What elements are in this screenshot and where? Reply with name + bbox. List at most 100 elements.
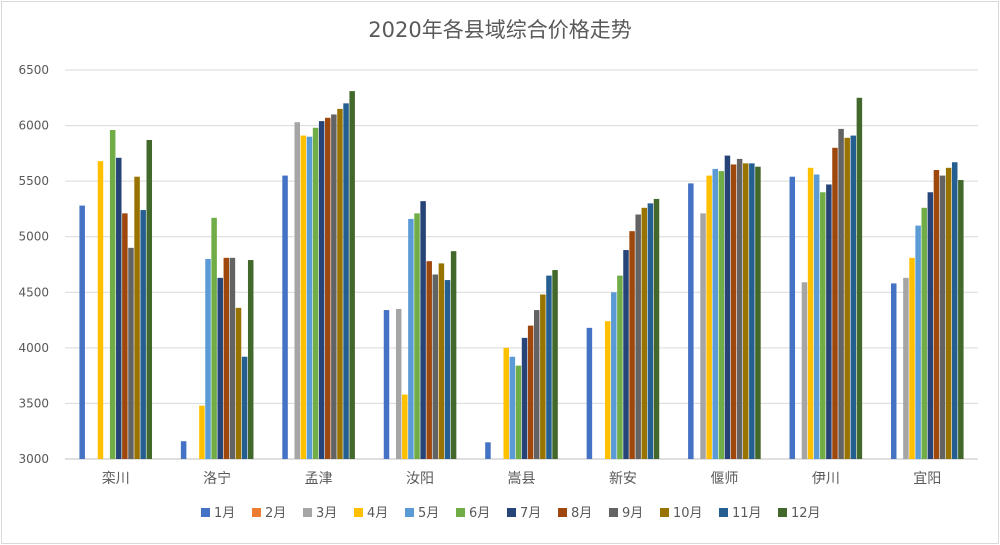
bar [801,282,808,459]
bar [635,214,641,459]
bar [432,274,439,459]
bar [408,218,414,459]
bar [509,356,516,459]
bar [604,321,611,459]
bar [527,325,534,459]
bar [306,136,313,459]
legend-item: 1月 [201,506,235,521]
bar [755,166,761,460]
legend-label: 9月 [622,506,643,521]
legend-item: 2月 [252,506,286,521]
bar [444,280,451,459]
legend-label: 5月 [418,506,439,521]
bar [211,217,217,459]
bar [718,171,725,459]
legend-swatch [507,508,516,517]
bar [647,203,654,459]
legend-label: 7月 [520,506,541,521]
bar [534,310,540,459]
bar [749,163,755,460]
bar [653,198,660,459]
bar [813,174,820,459]
bar [241,356,248,459]
bar [939,175,946,460]
chart-title: 2020年各县域综合价格走势 [368,18,632,42]
bar [611,292,617,459]
bar [927,192,934,459]
y-tick-label: 4000 [18,341,49,355]
legend-swatch [660,508,669,517]
legend-item: 11月 [719,506,762,521]
bar [503,347,509,459]
legend-item: 10月 [660,506,703,521]
y-tick-label: 6000 [18,119,49,133]
bar [890,283,897,459]
x-tick-label: 嵩县 [508,471,536,487]
grid-lines [65,69,978,460]
bar [617,275,623,459]
legend-label: 11月 [732,506,762,521]
legend-label: 12月 [791,506,821,521]
x-tick-label: 栾川 [102,470,130,487]
legend-label: 10月 [673,506,703,521]
bar [223,257,230,459]
bar [247,260,254,459]
y-tick-label: 6500 [18,63,49,77]
legend-item: 12月 [778,506,821,521]
bar [420,201,426,460]
bar [337,108,343,460]
y-tick-label: 3000 [18,452,49,466]
bar [349,91,355,460]
bar [789,176,796,459]
bars [79,91,964,460]
bar [383,310,390,459]
bar [140,210,146,459]
bar [641,207,648,459]
bar [951,162,958,459]
bar [629,231,635,459]
y-tick-label: 3500 [18,396,49,410]
bar [325,117,331,459]
legend-item: 7月 [507,506,541,521]
legend-label: 2月 [265,506,286,521]
bar [850,135,857,459]
bar [97,161,104,459]
legend-label: 8月 [571,506,592,521]
bar [730,164,737,459]
x-tick-label: 汝阳 [406,471,434,487]
legend-label: 3月 [316,506,337,521]
bar [438,263,445,459]
bar [915,225,921,459]
bar [294,122,301,459]
legend-swatch [252,508,261,517]
bar [552,270,558,459]
x-tick-label: 宜阳 [913,471,941,487]
x-tick-label: 偃师 [710,470,738,487]
bar [122,213,128,459]
legend-swatch [719,508,728,517]
bar [116,157,122,459]
legend-item: 8月 [558,506,592,521]
bar [706,175,712,460]
bar [933,170,940,459]
bar [820,192,826,459]
bar [903,277,909,459]
legend-label: 1月 [214,506,235,521]
legend-swatch [303,508,312,517]
legend-label: 4月 [367,506,388,521]
bar [724,155,731,459]
bar [402,394,408,459]
legend-item: 9月 [609,506,643,521]
bar [945,167,952,459]
bar [180,441,187,459]
bar [318,121,325,459]
bar [921,207,927,459]
legend-item: 3月 [303,506,337,521]
bar [414,213,420,459]
bar [546,275,552,459]
legend-swatch [558,508,567,517]
bar [838,128,844,460]
bar [395,308,402,459]
y-tick-label: 4500 [18,285,49,299]
